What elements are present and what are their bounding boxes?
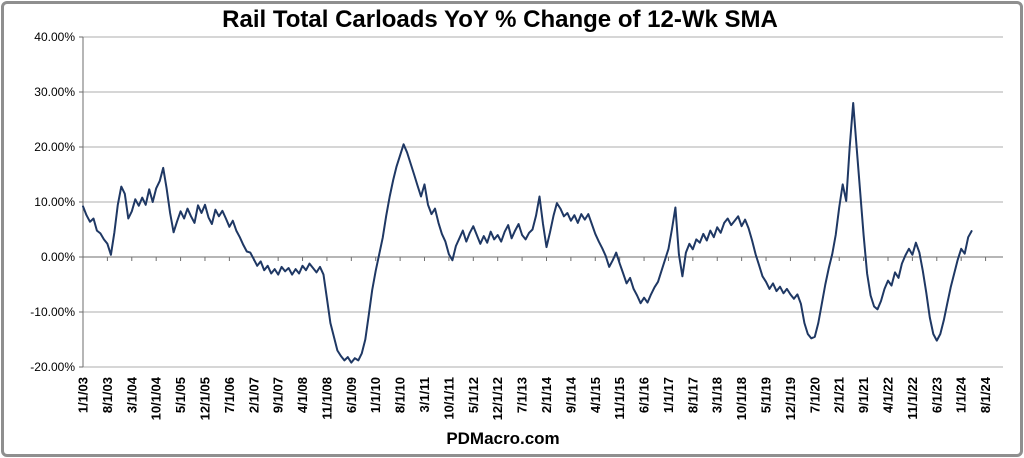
- y-axis-label: 20.00%: [34, 140, 75, 154]
- x-axis-label: 1/1/03: [76, 377, 91, 413]
- y-axis-label: 30.00%: [34, 85, 75, 99]
- chart-title: Rail Total Carloads YoY % Change of 12-W…: [222, 6, 778, 33]
- x-axis-label: 5/1/05: [173, 377, 188, 413]
- x-axis-label: 11/1/08: [319, 377, 334, 420]
- watermark-text: PDMacro.com: [446, 429, 560, 448]
- x-axis-label: 6/1/16: [637, 377, 652, 413]
- x-axis-label: 11/1/15: [612, 377, 627, 420]
- x-axis-label: 6/1/23: [929, 377, 944, 413]
- x-axis-label: 3/1/11: [417, 377, 432, 412]
- y-axis-label: 0.00%: [41, 250, 75, 264]
- y-axis-label: 10.00%: [34, 195, 75, 209]
- x-axis-label: 12/1/05: [197, 377, 212, 420]
- x-axis-label: 5/1/12: [466, 377, 481, 413]
- x-axis-label: 12/1/12: [490, 377, 505, 420]
- x-axis-label: 2/1/07: [246, 377, 261, 413]
- x-axis-label: 2/1/21: [832, 377, 847, 413]
- x-axis-label: 7/1/13: [515, 377, 530, 413]
- x-axis-label: 9/1/14: [563, 376, 578, 413]
- x-axis-label: 1/1/24: [954, 376, 969, 413]
- x-axis-label: 10/1/11: [441, 377, 456, 420]
- y-axis-label: 40.00%: [34, 30, 75, 44]
- y-axis-label: -10.00%: [30, 305, 75, 319]
- x-axis-label: 7/1/20: [807, 377, 822, 413]
- x-axis-label: 4/1/22: [881, 377, 896, 413]
- x-axis-label: 10/1/04: [149, 376, 164, 420]
- x-axis-label: 10/1/18: [734, 377, 749, 420]
- x-axis-label: 3/1/18: [710, 377, 725, 413]
- x-axis-label: 4/1/15: [588, 377, 603, 413]
- x-axis-label: 3/1/04: [124, 376, 139, 413]
- x-axis-label: 7/1/06: [222, 377, 237, 413]
- x-axis-label: 8/1/17: [685, 377, 700, 413]
- x-axis-label: 1/1/17: [661, 377, 676, 413]
- x-axis-label: 5/1/19: [759, 377, 774, 413]
- x-axis-label: 8/1/10: [393, 377, 408, 413]
- series-line-rail-total-carloads: [82, 102, 973, 364]
- x-axis-label: 8/1/24: [978, 376, 993, 413]
- y-axis-label: -20.00%: [30, 360, 75, 374]
- x-axis-label: 9/1/07: [271, 377, 286, 413]
- x-axis-label: 8/1/03: [100, 377, 115, 413]
- x-axis-label: 11/1/22: [905, 377, 920, 420]
- x-axis-label: 2/1/14: [539, 376, 554, 413]
- x-axis-label: 9/1/21: [856, 377, 871, 413]
- x-axis-label: 12/1/19: [783, 377, 798, 420]
- x-axis-label: 6/1/09: [344, 377, 359, 413]
- x-axis-label: 4/1/08: [295, 377, 310, 413]
- x-axis-label: 1/1/10: [368, 377, 383, 413]
